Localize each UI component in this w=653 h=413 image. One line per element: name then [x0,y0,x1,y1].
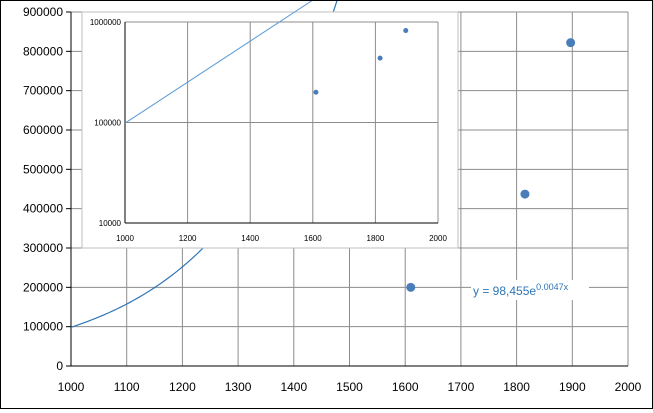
x-tick-label: 2000 [615,380,642,394]
y-tick-label: 900000 [23,5,63,19]
y-tick-label: 200000 [23,280,63,294]
x-tick-label: 1800 [503,380,530,394]
y-tick-label: 0 [56,359,63,373]
inset-x-tick-label: 2000 [429,234,447,243]
inset-frame [81,11,459,249]
inset-x-tick-label: 1400 [241,234,259,243]
data-point [520,189,530,199]
data-point [406,282,416,292]
inset-data-point [377,55,383,61]
inset-y-tick-label: 1000000 [90,18,122,27]
inset-data-point [313,89,319,95]
y-tick-label: 100000 [23,320,63,334]
data-point [566,38,576,48]
x-tick-label: 1600 [392,380,419,394]
y-tick-label: 400000 [23,202,63,216]
inset-y-tick-label: 100000 [94,119,121,128]
y-tick-label: 800000 [23,44,63,58]
x-tick-label: 1900 [559,380,586,394]
x-tick-label: 1400 [280,380,307,394]
trendline-equation-base: y = 98,455e [473,284,536,298]
y-tick-label: 500000 [23,162,63,176]
y-tick-label: 700000 [23,84,63,98]
trendline-equation-exponent: 0.0047x [536,282,569,292]
y-tick-label: 600000 [23,123,63,137]
inset-chart: 1000 1200 1400 1600 1800 2000 10000 100000 10000… [81,0,459,249]
x-tick-label: 1000 [58,380,85,394]
x-tick-label: 1300 [225,380,252,394]
inset-y-tick-label: 10000 [99,219,122,228]
trendline-label-bg [471,280,589,300]
y-tick-label: 300000 [23,241,63,255]
x-tick-label: 1500 [336,380,363,394]
inset-x-tick-label: 1600 [304,234,322,243]
x-tick-label: 1100 [114,380,140,394]
x-tick-label: 1700 [448,380,475,394]
inset-x-tick-label: 1000 [116,234,134,243]
inset-x-tick-label: 1800 [367,234,385,243]
inset-trendline [124,0,314,124]
inset-data-point [403,28,409,34]
trendline-equation: y = 98,455e0.0047x [473,282,569,298]
x-tick-label: 1200 [169,380,196,394]
inset-x-tick-label: 1200 [179,234,197,243]
